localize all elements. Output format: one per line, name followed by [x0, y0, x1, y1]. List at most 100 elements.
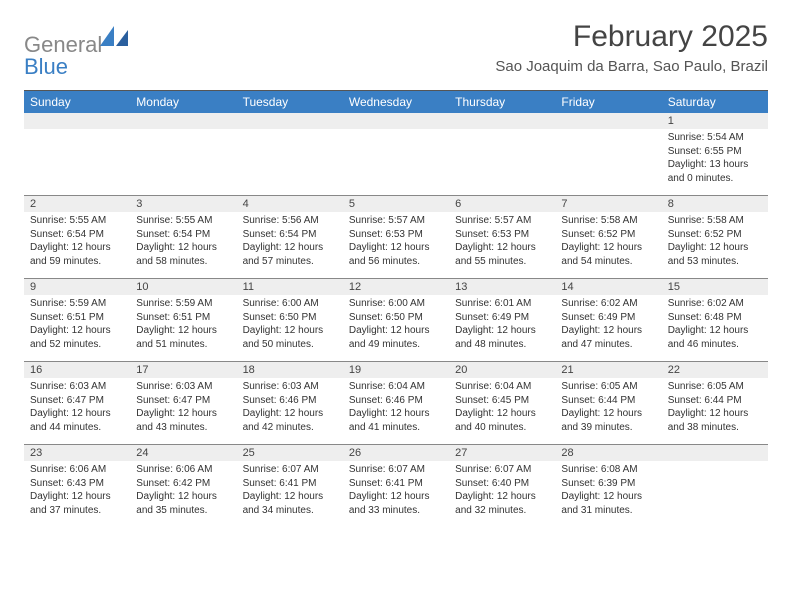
day-number: 26	[343, 445, 449, 461]
day-number	[555, 113, 661, 129]
day-number: 28	[555, 445, 661, 461]
day-cell: 21Sunrise: 6:05 AMSunset: 6:44 PMDayligh…	[555, 362, 661, 444]
day-details: Sunrise: 6:06 AMSunset: 6:43 PMDaylight:…	[24, 461, 130, 521]
day-cell: 5Sunrise: 5:57 AMSunset: 6:53 PMDaylight…	[343, 196, 449, 278]
day-details: Sunrise: 6:03 AMSunset: 6:46 PMDaylight:…	[237, 378, 343, 438]
day-cell: 16Sunrise: 6:03 AMSunset: 6:47 PMDayligh…	[24, 362, 130, 444]
day-details: Sunrise: 6:00 AMSunset: 6:50 PMDaylight:…	[237, 295, 343, 355]
day-cell: 13Sunrise: 6:01 AMSunset: 6:49 PMDayligh…	[449, 279, 555, 361]
day-cell: 10Sunrise: 5:59 AMSunset: 6:51 PMDayligh…	[130, 279, 236, 361]
day-number: 18	[237, 362, 343, 378]
day-cell: 26Sunrise: 6:07 AMSunset: 6:41 PMDayligh…	[343, 445, 449, 527]
day-cell: 9Sunrise: 5:59 AMSunset: 6:51 PMDaylight…	[24, 279, 130, 361]
weekday-sunday: Sunday	[24, 91, 130, 113]
day-number: 4	[237, 196, 343, 212]
day-details: Sunrise: 6:08 AMSunset: 6:39 PMDaylight:…	[555, 461, 661, 521]
day-number: 5	[343, 196, 449, 212]
day-details: Sunrise: 5:55 AMSunset: 6:54 PMDaylight:…	[24, 212, 130, 272]
day-details: Sunrise: 5:54 AMSunset: 6:55 PMDaylight:…	[662, 129, 768, 189]
day-number	[130, 113, 236, 129]
weekday-header-row: Sunday Monday Tuesday Wednesday Thursday…	[24, 91, 768, 113]
day-details: Sunrise: 6:01 AMSunset: 6:49 PMDaylight:…	[449, 295, 555, 355]
month-title: February 2025	[495, 20, 768, 54]
logo-text: General Blue	[24, 26, 128, 78]
weekday-wednesday: Wednesday	[343, 91, 449, 113]
day-cell	[24, 113, 130, 195]
day-details: Sunrise: 5:58 AMSunset: 6:52 PMDaylight:…	[662, 212, 768, 272]
day-cell	[237, 113, 343, 195]
week-row: 16Sunrise: 6:03 AMSunset: 6:47 PMDayligh…	[24, 361, 768, 444]
day-cell: 11Sunrise: 6:00 AMSunset: 6:50 PMDayligh…	[237, 279, 343, 361]
logo-sail-icon	[100, 26, 128, 46]
weekday-monday: Monday	[130, 91, 236, 113]
day-details: Sunrise: 6:00 AMSunset: 6:50 PMDaylight:…	[343, 295, 449, 355]
weekday-friday: Friday	[555, 91, 661, 113]
day-number: 15	[662, 279, 768, 295]
day-details: Sunrise: 5:57 AMSunset: 6:53 PMDaylight:…	[343, 212, 449, 272]
day-number: 27	[449, 445, 555, 461]
day-details: Sunrise: 6:02 AMSunset: 6:48 PMDaylight:…	[662, 295, 768, 355]
day-number: 13	[449, 279, 555, 295]
day-details: Sunrise: 5:57 AMSunset: 6:53 PMDaylight:…	[449, 212, 555, 272]
day-cell	[555, 113, 661, 195]
day-cell: 25Sunrise: 6:07 AMSunset: 6:41 PMDayligh…	[237, 445, 343, 527]
week-row: 2Sunrise: 5:55 AMSunset: 6:54 PMDaylight…	[24, 195, 768, 278]
day-number: 8	[662, 196, 768, 212]
weekday-tuesday: Tuesday	[237, 91, 343, 113]
calendar: Sunday Monday Tuesday Wednesday Thursday…	[24, 90, 768, 527]
day-details: Sunrise: 6:07 AMSunset: 6:41 PMDaylight:…	[237, 461, 343, 521]
title-block: February 2025 Sao Joaquim da Barra, Sao …	[495, 20, 768, 75]
day-number: 6	[449, 196, 555, 212]
day-cell: 8Sunrise: 5:58 AMSunset: 6:52 PMDaylight…	[662, 196, 768, 278]
week-row: 9Sunrise: 5:59 AMSunset: 6:51 PMDaylight…	[24, 278, 768, 361]
day-cell: 27Sunrise: 6:07 AMSunset: 6:40 PMDayligh…	[449, 445, 555, 527]
day-details: Sunrise: 6:07 AMSunset: 6:40 PMDaylight:…	[449, 461, 555, 521]
day-cell: 6Sunrise: 5:57 AMSunset: 6:53 PMDaylight…	[449, 196, 555, 278]
day-number: 24	[130, 445, 236, 461]
day-details: Sunrise: 5:56 AMSunset: 6:54 PMDaylight:…	[237, 212, 343, 272]
logo-text-blue: Blue	[24, 54, 68, 79]
week-row: 1Sunrise: 5:54 AMSunset: 6:55 PMDaylight…	[24, 113, 768, 195]
page-header: General Blue February 2025 Sao Joaquim d…	[24, 20, 768, 78]
weekday-thursday: Thursday	[449, 91, 555, 113]
day-cell: 20Sunrise: 6:04 AMSunset: 6:45 PMDayligh…	[449, 362, 555, 444]
day-details: Sunrise: 6:07 AMSunset: 6:41 PMDaylight:…	[343, 461, 449, 521]
day-cell: 22Sunrise: 6:05 AMSunset: 6:44 PMDayligh…	[662, 362, 768, 444]
day-cell: 4Sunrise: 5:56 AMSunset: 6:54 PMDaylight…	[237, 196, 343, 278]
day-number: 7	[555, 196, 661, 212]
day-details: Sunrise: 6:05 AMSunset: 6:44 PMDaylight:…	[662, 378, 768, 438]
day-cell: 2Sunrise: 5:55 AMSunset: 6:54 PMDaylight…	[24, 196, 130, 278]
day-number: 2	[24, 196, 130, 212]
week-row: 23Sunrise: 6:06 AMSunset: 6:43 PMDayligh…	[24, 444, 768, 527]
weekday-saturday: Saturday	[662, 91, 768, 113]
day-details: Sunrise: 5:59 AMSunset: 6:51 PMDaylight:…	[24, 295, 130, 355]
day-number: 9	[24, 279, 130, 295]
day-cell	[449, 113, 555, 195]
day-cell	[662, 445, 768, 527]
day-cell	[130, 113, 236, 195]
day-details: Sunrise: 6:03 AMSunset: 6:47 PMDaylight:…	[24, 378, 130, 438]
day-number	[662, 445, 768, 461]
day-number: 25	[237, 445, 343, 461]
day-details: Sunrise: 6:02 AMSunset: 6:49 PMDaylight:…	[555, 295, 661, 355]
day-number	[24, 113, 130, 129]
day-cell: 23Sunrise: 6:06 AMSunset: 6:43 PMDayligh…	[24, 445, 130, 527]
day-details: Sunrise: 5:55 AMSunset: 6:54 PMDaylight:…	[130, 212, 236, 272]
day-details: Sunrise: 5:59 AMSunset: 6:51 PMDaylight:…	[130, 295, 236, 355]
day-cell	[343, 113, 449, 195]
day-cell: 18Sunrise: 6:03 AMSunset: 6:46 PMDayligh…	[237, 362, 343, 444]
day-cell: 1Sunrise: 5:54 AMSunset: 6:55 PMDaylight…	[662, 113, 768, 195]
day-number: 14	[555, 279, 661, 295]
day-details: Sunrise: 6:04 AMSunset: 6:46 PMDaylight:…	[343, 378, 449, 438]
day-cell: 28Sunrise: 6:08 AMSunset: 6:39 PMDayligh…	[555, 445, 661, 527]
day-number: 20	[449, 362, 555, 378]
day-cell: 3Sunrise: 5:55 AMSunset: 6:54 PMDaylight…	[130, 196, 236, 278]
day-details: Sunrise: 6:05 AMSunset: 6:44 PMDaylight:…	[555, 378, 661, 438]
weeks-container: 1Sunrise: 5:54 AMSunset: 6:55 PMDaylight…	[24, 113, 768, 527]
day-number: 10	[130, 279, 236, 295]
day-cell: 19Sunrise: 6:04 AMSunset: 6:46 PMDayligh…	[343, 362, 449, 444]
day-cell: 7Sunrise: 5:58 AMSunset: 6:52 PMDaylight…	[555, 196, 661, 278]
day-cell: 17Sunrise: 6:03 AMSunset: 6:47 PMDayligh…	[130, 362, 236, 444]
location-subtitle: Sao Joaquim da Barra, Sao Paulo, Brazil	[495, 58, 768, 75]
day-number: 22	[662, 362, 768, 378]
